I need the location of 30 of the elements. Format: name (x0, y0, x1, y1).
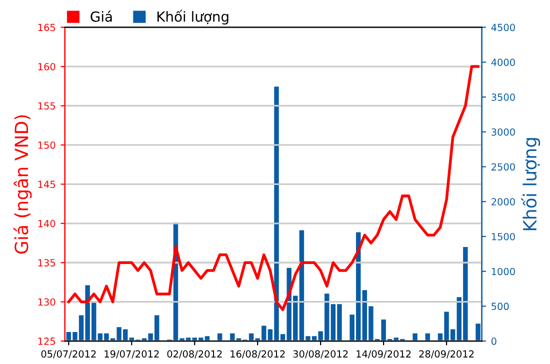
y-tick-label: 165 (38, 24, 56, 32)
y2-tick-label: 500 (492, 302, 509, 310)
y2-tick-label: 1500 (492, 232, 515, 240)
legend-label: Khối lượng (157, 10, 228, 25)
y2-tick-label: 3500 (492, 94, 515, 101)
y-tick-label: 125 (38, 338, 56, 345)
y2-tick-label: 0 (491, 338, 496, 345)
x-tick-label: 05/07/2012 (41, 350, 96, 358)
y-axis-title: Giá (ngân VND) (14, 115, 32, 254)
x-tick-label: 30/08/2012 (293, 350, 348, 358)
y2-tick-label: 3000 (492, 128, 515, 136)
x-tick-label: 19/07/2012 (104, 350, 159, 358)
y-tick-label: 145 (38, 180, 56, 188)
x-tick-label: 28/09/2012 (419, 350, 474, 358)
y2-tick-label: 4500 (491, 24, 515, 32)
x-tick-label: 02/08/2012 (167, 350, 222, 358)
y2-axis-title: Khối lượng (521, 138, 540, 230)
y2-tick-label: 4000 (491, 58, 515, 66)
y-tick-label: 155 (38, 102, 56, 110)
y2-tick-label: 2000 (492, 198, 515, 206)
x-tick-label: 16/08/2012 (230, 350, 285, 358)
x-tick-label: 14/09/2012 (356, 350, 411, 358)
legend-label: Giá (90, 10, 112, 22)
y-tick-label: 160 (38, 63, 56, 70)
y-tick-label: 140 (38, 220, 56, 228)
y-tick-label: 130 (38, 298, 56, 306)
y-tick-label: 150 (38, 141, 56, 149)
y2-tick-label: 1000 (492, 268, 515, 276)
y-tick-label: 135 (38, 259, 56, 266)
y2-tick-label: 2500 (492, 163, 515, 171)
